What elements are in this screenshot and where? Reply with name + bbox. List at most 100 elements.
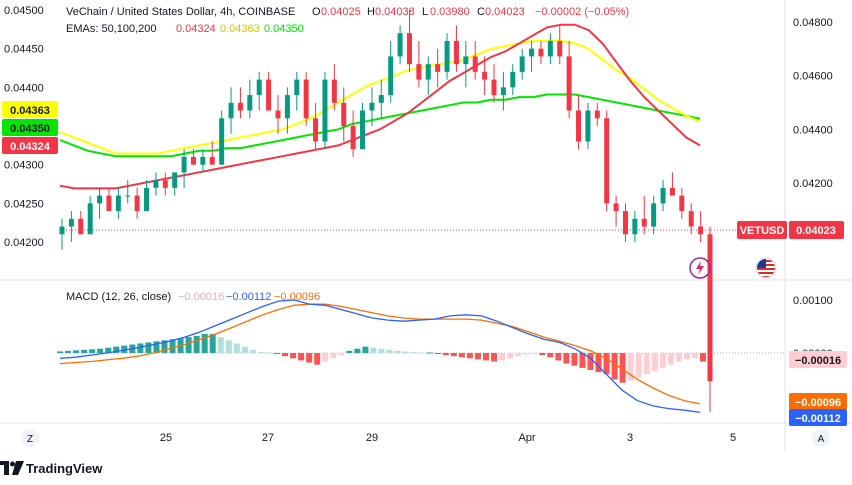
time-tick: 3 — [627, 432, 633, 444]
signal-line — [59, 303, 701, 405]
macd-bar — [362, 346, 369, 353]
svg-text:0.04350: 0.04350 — [10, 123, 50, 135]
tradingview-logo-icon[interactable] — [0, 461, 24, 475]
candle-body — [500, 87, 506, 96]
macd-bar — [603, 353, 610, 375]
macd-bar — [338, 353, 345, 356]
macd-value: −0.00016 — [178, 291, 224, 303]
ohlc-label: C — [477, 6, 485, 18]
macd-bar — [330, 353, 337, 359]
macd-bar — [65, 350, 72, 353]
us-flag-icon[interactable] — [755, 257, 777, 279]
ohlc-value: 0.04038 — [375, 6, 415, 18]
macd-price-axis: 0.001000.00000 — [793, 295, 833, 360]
macd-lines — [59, 299, 701, 414]
macd-bar — [442, 353, 449, 356]
candle-body — [219, 118, 225, 165]
candles — [59, 10, 713, 413]
ohlc-value: 0.03980 — [430, 6, 470, 18]
lightning-icon[interactable] — [689, 257, 711, 279]
time-tick: 5 — [730, 432, 736, 444]
left-price-tick: 0.04200 — [4, 237, 44, 249]
svg-text:−0.00016: −0.00016 — [795, 355, 841, 367]
a-button-icon[interactable]: A — [812, 429, 830, 447]
macd-bar — [145, 342, 152, 353]
candle-body — [632, 218, 638, 235]
macd-bar — [466, 353, 473, 359]
macd-bar — [691, 353, 698, 359]
macd-bar — [627, 353, 634, 381]
macd-bar — [314, 353, 321, 365]
tradingview-brand[interactable]: TradingView — [26, 460, 103, 476]
macd-bar — [386, 349, 393, 353]
ema-label: EMAs: 50,100,200 — [66, 23, 157, 35]
svg-text:A: A — [818, 434, 825, 445]
ema200-line — [59, 93, 701, 158]
macd-bar — [201, 333, 208, 353]
candle-body — [406, 33, 412, 65]
right-price-tick: 0.04600 — [793, 71, 833, 83]
candle-body — [331, 79, 337, 103]
ema-lines — [59, 23, 701, 190]
macd-bar — [571, 353, 578, 366]
time-tick: 29 — [366, 432, 378, 444]
macd-bar — [611, 353, 618, 380]
candle-body — [585, 110, 591, 142]
macd-bar — [73, 350, 80, 353]
ema50-line — [59, 23, 701, 190]
macd-bar — [217, 337, 224, 353]
candle-body — [106, 195, 112, 212]
candle-body — [153, 180, 159, 188]
macd-bar — [193, 336, 200, 353]
candle-body — [115, 195, 121, 212]
ema100-line — [59, 39, 701, 155]
candle-body — [538, 48, 544, 57]
z-button-icon[interactable]: Z — [21, 429, 39, 447]
ema-value: 0.04350 — [264, 23, 304, 35]
candle-body — [247, 95, 253, 111]
candle-body — [322, 79, 328, 142]
macd-bar — [153, 341, 160, 353]
candle-body — [388, 56, 394, 96]
svg-text:0.04023: 0.04023 — [796, 225, 836, 237]
candle-body — [350, 126, 356, 150]
macd-bar — [233, 343, 240, 353]
macd-badge: −0.00096 — [789, 393, 847, 410]
macd-bar — [587, 353, 594, 370]
svg-text:0.04324: 0.04324 — [10, 141, 51, 153]
candle-body — [622, 211, 628, 235]
macd-tick: 0.00100 — [793, 295, 833, 307]
candle-body — [547, 40, 553, 57]
macd-bar — [137, 343, 144, 353]
change-value: −0.00002 (−0.05%) — [535, 6, 629, 18]
candle-body — [669, 187, 675, 196]
macd-bar — [539, 353, 546, 356]
time-axis: 25 27 29 Apr 3 5 — [160, 432, 736, 444]
svg-text:Z: Z — [27, 434, 33, 445]
macd-bar — [354, 348, 361, 353]
right-price-tick: 0.04800 — [793, 17, 833, 29]
ohlc-value: 0.04023 — [485, 6, 525, 18]
candle-body — [78, 218, 84, 235]
candle-body — [641, 218, 647, 227]
candle-body — [529, 48, 535, 57]
macd-bar — [643, 353, 650, 375]
candle-body — [341, 102, 347, 126]
macd-bar — [346, 350, 353, 353]
left-price-tick: 0.04500 — [4, 5, 44, 17]
candle-body — [237, 102, 243, 111]
candle-body — [453, 40, 459, 65]
candle-body — [604, 118, 610, 204]
candle-body — [256, 79, 262, 96]
macd-bar — [306, 353, 313, 363]
ohlc-values: O 0.04025 H 0.04038 L 0.03980 C 0.04023 −0.00002… — [312, 6, 629, 18]
candle-body — [200, 156, 206, 165]
candle-body — [266, 79, 272, 111]
macd-bar — [595, 353, 602, 373]
macd-bar — [482, 353, 489, 361]
candle-body — [378, 95, 384, 103]
candle-body — [435, 64, 441, 72]
candle-body — [688, 211, 694, 227]
candle-body — [172, 172, 178, 188]
